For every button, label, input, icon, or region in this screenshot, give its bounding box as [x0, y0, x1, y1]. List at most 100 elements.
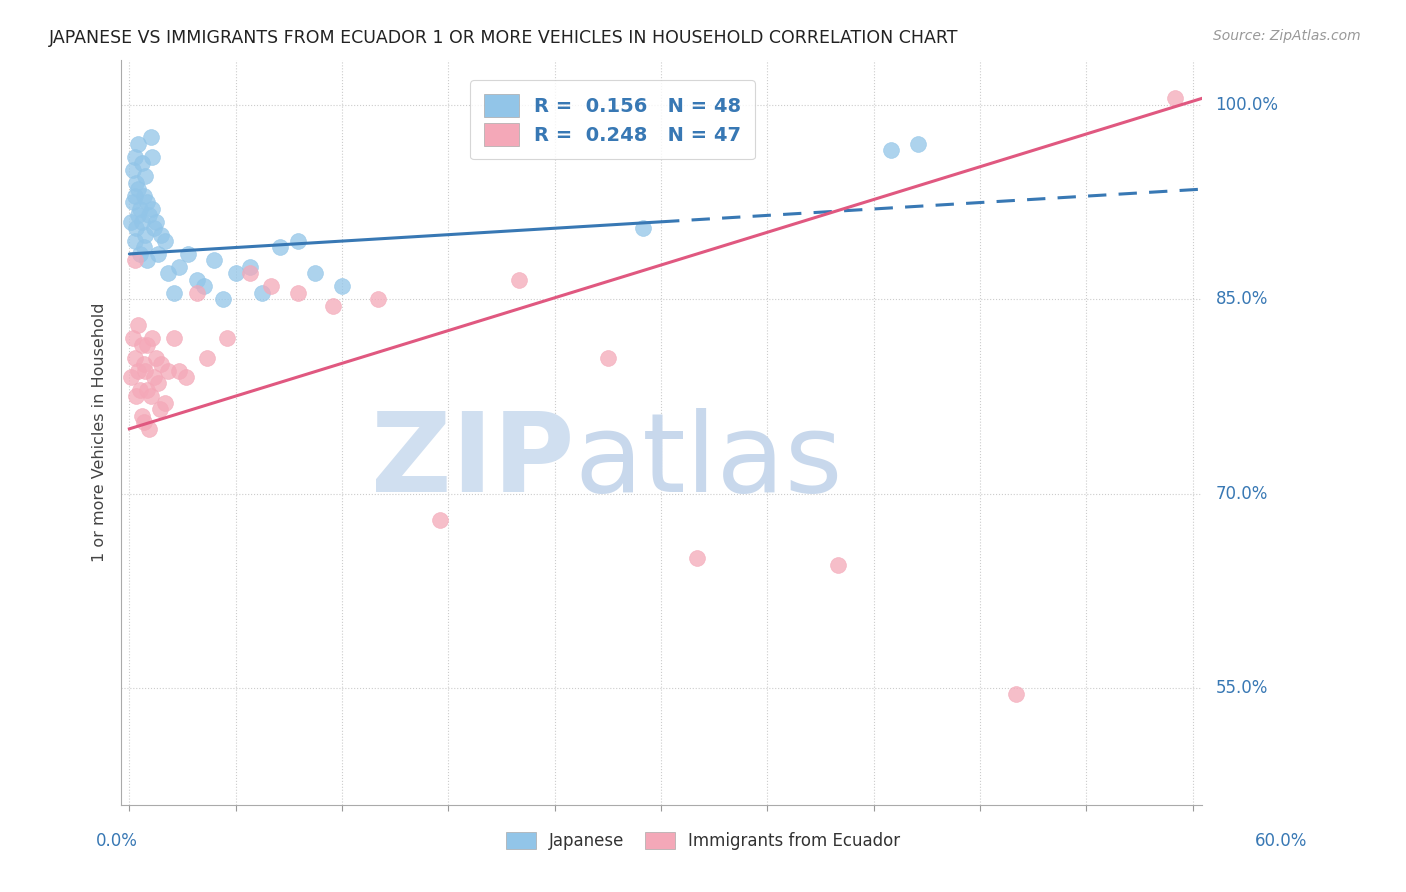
Point [239, 266, 262, 280]
Point [132, 240, 155, 254]
Point [120, 214, 142, 228]
Point [129, 247, 152, 261]
Point [174, 370, 197, 384]
Point [163, 285, 186, 300]
Point [124, 351, 146, 365]
Point [195, 351, 218, 365]
Point [132, 188, 155, 202]
Point [239, 260, 262, 274]
Point [366, 293, 388, 307]
Point [827, 558, 849, 572]
Point [633, 221, 655, 235]
Point [127, 208, 149, 222]
Point [141, 331, 163, 345]
Point [157, 363, 180, 377]
Point [136, 253, 159, 268]
Point [127, 136, 149, 151]
Point [596, 351, 619, 365]
Point [260, 279, 283, 293]
Point [124, 150, 146, 164]
Point [122, 195, 145, 210]
Point [129, 202, 152, 216]
Point [127, 182, 149, 196]
Point [138, 422, 160, 436]
Point [163, 331, 186, 345]
Point [125, 221, 148, 235]
Point [136, 383, 159, 397]
Point [136, 337, 159, 351]
Text: 60.0%: 60.0% [1256, 831, 1308, 849]
Point [1164, 91, 1187, 105]
Point [139, 130, 162, 145]
Point [134, 169, 156, 184]
Point [122, 162, 145, 177]
Point [269, 240, 291, 254]
Point [141, 150, 163, 164]
Point [212, 293, 235, 307]
Point [148, 402, 170, 417]
Text: 55.0%: 55.0% [1216, 679, 1268, 697]
Legend: R =  0.156   N = 48, R =  0.248   N = 47: R = 0.156 N = 48, R = 0.248 N = 47 [470, 80, 755, 160]
Point [145, 214, 167, 228]
Point [131, 409, 153, 423]
Point [127, 363, 149, 377]
Text: 85.0%: 85.0% [1216, 290, 1268, 309]
Point [143, 370, 166, 384]
Point [136, 195, 159, 210]
Point [132, 415, 155, 429]
Point [125, 389, 148, 403]
Point [139, 389, 162, 403]
Point [880, 143, 903, 157]
Text: JAPANESE VS IMMIGRANTS FROM ECUADOR 1 OR MORE VEHICLES IN HOUSEHOLD CORRELATION : JAPANESE VS IMMIGRANTS FROM ECUADOR 1 OR… [49, 29, 959, 46]
Point [124, 188, 146, 202]
Point [129, 383, 152, 397]
Text: ZIP: ZIP [371, 409, 575, 516]
Point [215, 331, 238, 345]
Point [141, 202, 163, 216]
Point [134, 363, 156, 377]
Point [186, 285, 208, 300]
Point [153, 396, 176, 410]
Legend: Japanese, Immigrants from Ecuador: Japanese, Immigrants from Ecuador [498, 824, 908, 859]
Point [153, 234, 176, 248]
Point [146, 247, 169, 261]
Point [685, 551, 707, 566]
Point [157, 266, 180, 280]
Point [186, 273, 208, 287]
Point [138, 208, 160, 222]
Point [125, 176, 148, 190]
Text: atlas: atlas [575, 409, 844, 516]
Point [127, 318, 149, 333]
Point [167, 260, 190, 274]
Text: 0.0%: 0.0% [96, 831, 138, 849]
Point [252, 285, 274, 300]
Point [225, 266, 247, 280]
Point [287, 234, 309, 248]
Point [429, 512, 451, 526]
Point [907, 136, 929, 151]
Point [193, 279, 215, 293]
Point [177, 247, 200, 261]
Point [145, 351, 167, 365]
Text: 70.0%: 70.0% [1216, 484, 1268, 502]
Text: Source: ZipAtlas.com: Source: ZipAtlas.com [1213, 29, 1361, 43]
Point [143, 221, 166, 235]
Point [120, 370, 142, 384]
Point [131, 337, 153, 351]
Point [146, 376, 169, 391]
Point [330, 279, 353, 293]
Point [508, 273, 530, 287]
Point [287, 285, 309, 300]
Text: 100.0%: 100.0% [1216, 96, 1278, 114]
Point [124, 234, 146, 248]
Point [150, 357, 173, 371]
Point [132, 357, 155, 371]
Point [304, 266, 326, 280]
Point [167, 363, 190, 377]
Point [204, 253, 226, 268]
Point [150, 227, 173, 242]
Point [131, 156, 153, 170]
Point [124, 253, 146, 268]
Point [134, 227, 156, 242]
Y-axis label: 1 or more Vehicles in Household: 1 or more Vehicles in Household [93, 302, 107, 562]
